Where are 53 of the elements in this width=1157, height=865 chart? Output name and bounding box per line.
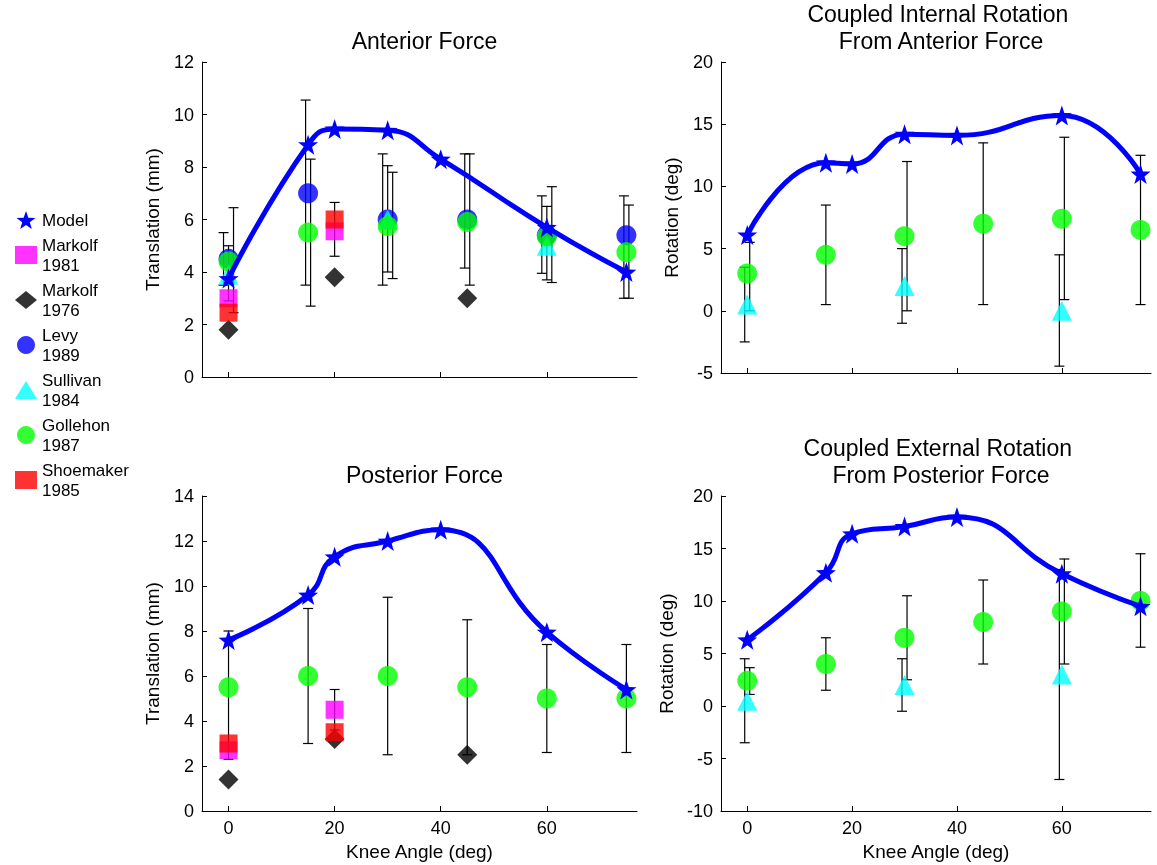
x-tick-label: 40 (430, 818, 451, 838)
y-tick-label: 6 (183, 666, 194, 686)
x-tick-label: 40 (946, 818, 967, 838)
x-tick-label: 60 (1051, 818, 1072, 838)
y-tick-label: 10 (173, 576, 194, 596)
y-axis-title: Translation (mm) (142, 582, 163, 725)
y-tick-label: 8 (183, 157, 194, 177)
legend-label: Gollehon 1987 (42, 415, 111, 455)
legend-label: Sullivan 1984 (42, 370, 102, 410)
chart-title: Posterior Force (345, 461, 504, 488)
x-tick-label: 0 (742, 818, 753, 838)
x-tick-label: 20 (842, 818, 863, 838)
y-tick-label: 20 (692, 52, 713, 72)
legend-label: Shoemaker 1985 (42, 460, 130, 500)
y-tick-label: 10 (692, 176, 713, 197)
y-tick-label: 14 (173, 486, 194, 506)
x-tick-label: 60 (536, 818, 557, 838)
y-tick-label: 0 (183, 801, 194, 821)
x-axis-title: Knee Angle (deg) (346, 840, 493, 862)
y-axis-title: Rotation (deg) (661, 157, 682, 278)
chart-title: Coupled Internal Rotation From Anterior Force (807, 0, 1075, 54)
x-tick-label: 20 (324, 818, 345, 838)
y-axis-title: Rotation (deg) (656, 593, 678, 714)
y-tick-label: 12 (173, 52, 194, 72)
y-tick-label: 8 (183, 621, 194, 641)
y-tick-label: 20 (692, 486, 713, 506)
y-tick-label: 4 (183, 711, 194, 731)
y-tick-label: -5 (696, 748, 713, 769)
legend-label: Model (42, 210, 89, 230)
y-tick-label: 15 (692, 538, 713, 559)
y-tick-label: -10 (686, 801, 713, 821)
legend-label: Markolf 1976 (42, 280, 99, 320)
legend-label: Levy 1989 (42, 325, 80, 365)
y-axis-title: Translation (mm) (142, 148, 163, 291)
x-tick-label: 0 (223, 818, 234, 838)
y-tick-label: 10 (692, 591, 713, 611)
y-tick-label: 2 (183, 314, 194, 335)
y-tick-label: 6 (183, 209, 194, 230)
y-tick-label: -5 (696, 363, 713, 383)
y-tick-label: 0 (702, 300, 713, 321)
y-tick-label: 15 (692, 114, 713, 135)
y-tick-label: 4 (183, 262, 194, 282)
y-tick-label: 10 (173, 104, 194, 125)
y-tick-label: 5 (702, 238, 713, 259)
chart-title: Anterior Force (351, 27, 498, 54)
legend-label: Markolf 1981 (42, 235, 99, 275)
y-tick-label: 2 (183, 756, 194, 776)
y-tick-label: 12 (173, 531, 194, 551)
y-tick-label: 0 (183, 367, 194, 387)
x-axis-title: Knee Angle (deg) (862, 840, 1010, 862)
y-tick-label: 5 (702, 643, 713, 664)
chart-title: Coupled External Rotation From Posterior Force (803, 434, 1079, 488)
y-tick-label: 0 (702, 696, 713, 716)
